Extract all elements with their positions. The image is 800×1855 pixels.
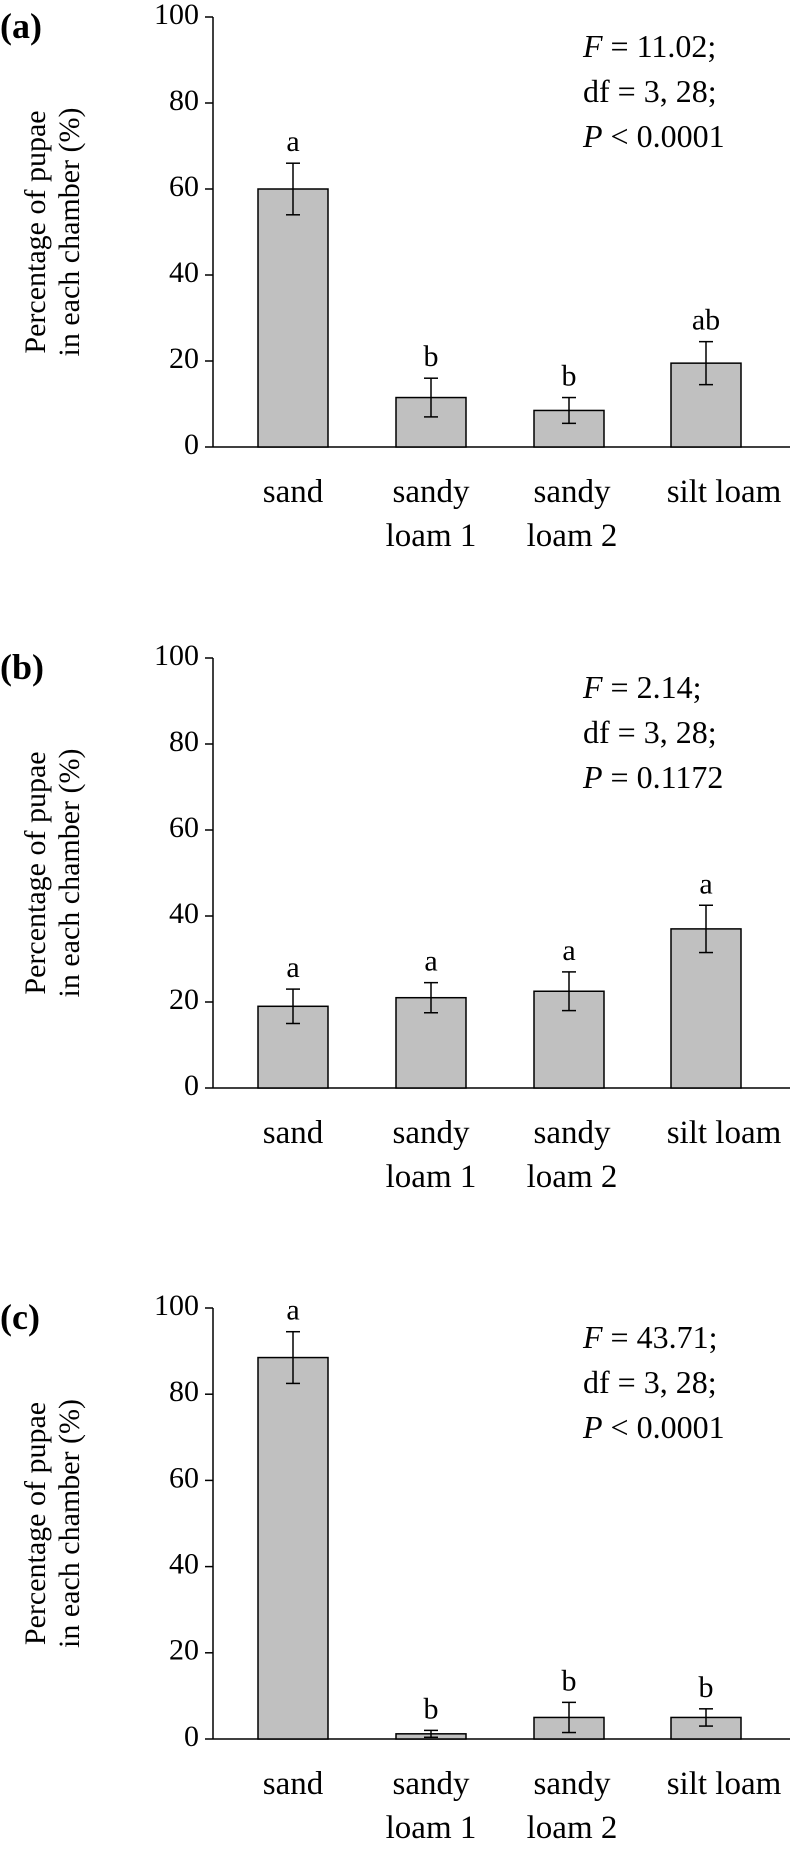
stats-line: P = 0.1172 xyxy=(582,759,723,795)
y-tick-label: 20 xyxy=(169,983,199,1016)
stats-text: < 0.0001 xyxy=(603,1409,725,1445)
stats-variable: F xyxy=(582,28,603,64)
stats-variable: F xyxy=(582,669,603,705)
significance-letter: b xyxy=(562,1664,577,1697)
stats-text: df = 3, 28; xyxy=(583,73,717,109)
y-axis-label: in each chamber (%) xyxy=(53,107,86,356)
stats-text: = 11.02; xyxy=(603,28,717,64)
x-tick-label: silt loam xyxy=(667,1115,782,1151)
stats-line: F = 2.14; xyxy=(582,669,701,705)
bar xyxy=(257,188,329,448)
significance-letter: a xyxy=(286,125,299,158)
y-tick-label: 60 xyxy=(169,1461,199,1494)
x-tick-label: sandy xyxy=(393,474,470,510)
y-tick-label: 60 xyxy=(169,811,199,844)
stats-text: df = 3, 28; xyxy=(583,714,717,750)
significance-letter: b xyxy=(424,1692,439,1725)
stats-line: df = 3, 28; xyxy=(583,714,717,750)
y-tick-label: 80 xyxy=(169,84,199,117)
y-tick-label: 100 xyxy=(154,1289,199,1322)
stats-line: F = 43.71; xyxy=(582,1319,717,1355)
stats-line: df = 3, 28; xyxy=(583,73,717,109)
x-tick-label: sandy xyxy=(393,1115,470,1151)
significance-letter: a xyxy=(699,867,712,900)
chart-panel-b: (b) Percentage of pupae in each chamber (%… xyxy=(0,639,790,1195)
significance-letter: b xyxy=(562,360,577,393)
stats-text: < 0.0001 xyxy=(603,118,725,154)
y-tick-label: 0 xyxy=(184,428,199,461)
y-axis-label: Percentage of pupae xyxy=(19,110,52,353)
y-axis-label: Percentage of pupae xyxy=(19,751,52,994)
x-tick-label: silt loam xyxy=(667,474,782,510)
x-tick-label: silt loam xyxy=(667,1766,782,1802)
x-tick-label: sandy xyxy=(534,1766,611,1802)
x-tick-label: sandy xyxy=(534,1115,611,1151)
x-tick-label: loam 2 xyxy=(527,518,618,554)
y-tick-label: 100 xyxy=(154,639,199,672)
y-tick-label: 80 xyxy=(169,725,199,758)
chart-panel-c: (c) Percentage of pupae in each chamber (%… xyxy=(0,1289,790,1846)
bar xyxy=(257,1356,329,1740)
stats-line: P < 0.0001 xyxy=(582,1409,725,1445)
stats-variable: P xyxy=(582,118,603,154)
stats-line: F = 11.02; xyxy=(582,28,716,64)
x-tick-label: loam 1 xyxy=(386,1159,477,1195)
y-axis-label: Percentage of pupae xyxy=(19,1402,52,1645)
y-tick-label: 80 xyxy=(169,1375,199,1408)
y-tick-label: 40 xyxy=(169,897,199,930)
x-tick-label: sandy xyxy=(534,474,611,510)
y-axis-label: in each chamber (%) xyxy=(53,748,86,997)
bar xyxy=(670,928,742,1089)
stats-text: = 0.1172 xyxy=(603,759,724,795)
stats-variable: P xyxy=(582,1409,603,1445)
x-tick-label: loam 2 xyxy=(527,1159,618,1195)
significance-letter: a xyxy=(562,934,575,967)
y-tick-label: 40 xyxy=(169,256,199,289)
x-tick-label: loam 2 xyxy=(527,1810,618,1846)
significance-letter: ab xyxy=(692,304,720,337)
significance-letter: a xyxy=(286,951,299,984)
significance-letter: b xyxy=(699,1671,714,1704)
x-tick-label: sand xyxy=(263,474,324,510)
stats-text: = 2.14; xyxy=(603,669,702,705)
significance-letter: a xyxy=(286,1294,299,1327)
stats-line: df = 3, 28; xyxy=(583,1364,717,1400)
x-tick-label: sandy xyxy=(393,1766,470,1802)
significance-letter: b xyxy=(424,340,439,373)
stats-line: P < 0.0001 xyxy=(582,118,725,154)
x-tick-label: sand xyxy=(263,1766,324,1802)
y-tick-label: 60 xyxy=(169,170,199,203)
panel-label: (c) xyxy=(0,1297,40,1337)
x-tick-label: sand xyxy=(263,1115,324,1151)
y-tick-label: 100 xyxy=(154,0,199,31)
stats-variable: F xyxy=(582,1319,603,1355)
y-axis-label: in each chamber (%) xyxy=(53,1399,86,1648)
stats-text: = 43.71; xyxy=(603,1319,718,1355)
y-tick-label: 40 xyxy=(169,1547,199,1580)
stats-variable: P xyxy=(582,759,603,795)
stats-text: df = 3, 28; xyxy=(583,1364,717,1400)
chart-panel-a: (a) Percentage of pupae in each chamber (%… xyxy=(0,0,790,554)
panel-label: (b) xyxy=(0,647,44,687)
x-tick-label: loam 1 xyxy=(386,1810,477,1846)
y-tick-label: 0 xyxy=(184,1720,199,1753)
y-tick-label: 20 xyxy=(169,1634,199,1667)
x-tick-label: loam 1 xyxy=(386,518,477,554)
significance-letter: a xyxy=(424,945,437,978)
panel-label: (a) xyxy=(0,6,42,46)
y-tick-label: 0 xyxy=(184,1069,199,1102)
y-tick-label: 20 xyxy=(169,342,199,375)
